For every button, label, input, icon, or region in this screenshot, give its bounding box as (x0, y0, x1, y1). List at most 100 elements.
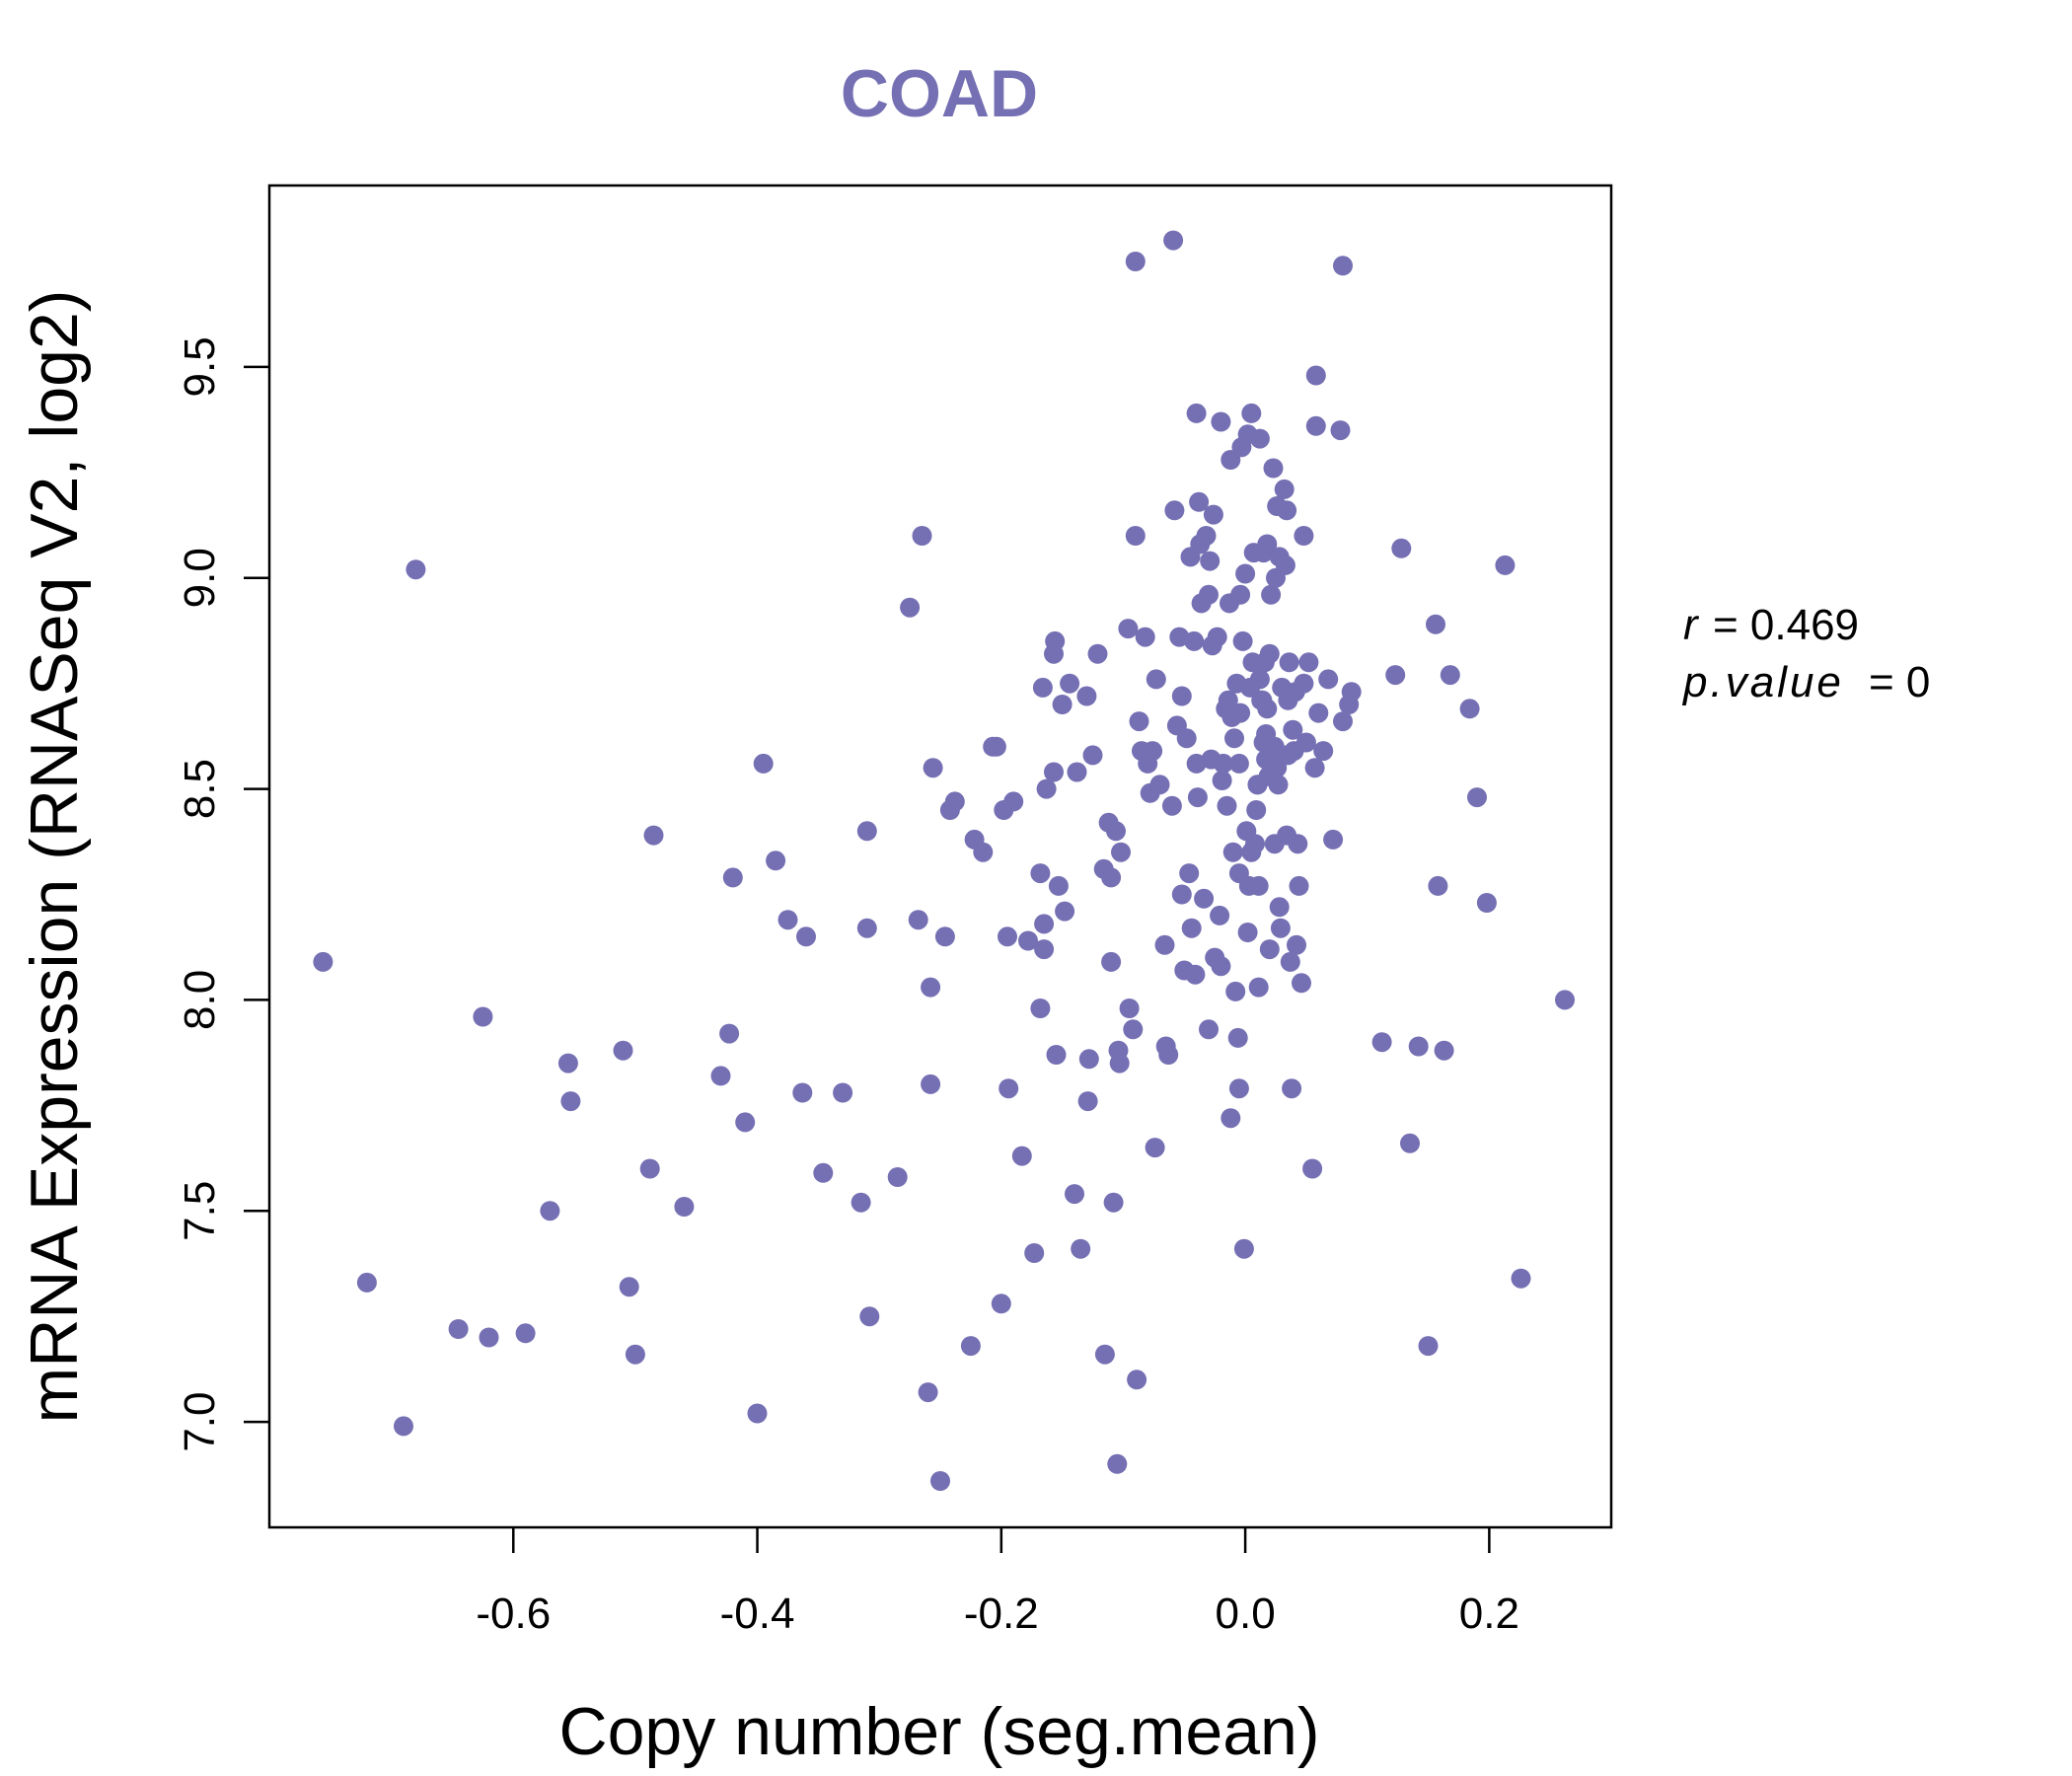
data-point (908, 910, 928, 930)
data-point (792, 1082, 813, 1103)
data-point (999, 1078, 1019, 1099)
data-point (1227, 1027, 1248, 1048)
data-point (1467, 787, 1487, 808)
data-point (1034, 914, 1055, 934)
data-point (1213, 753, 1233, 774)
data-point (766, 851, 786, 871)
data-point (1036, 778, 1057, 799)
p-label: p.value (1681, 658, 1844, 706)
data-point (921, 1073, 941, 1094)
data-points (313, 230, 1575, 1491)
data-point (1476, 893, 1497, 913)
data-point (918, 1382, 938, 1403)
data-point (973, 842, 994, 862)
data-point (777, 910, 798, 930)
data-point (1185, 964, 1206, 985)
y-tick-label: 8.0 (176, 970, 224, 1030)
data-point (1125, 526, 1146, 546)
data-point (1313, 741, 1334, 762)
data-point (1261, 584, 1282, 605)
data-point (934, 926, 955, 947)
data-point (448, 1319, 469, 1339)
data-point (473, 1006, 493, 1027)
data-point (1158, 1045, 1179, 1065)
data-point (1233, 1238, 1254, 1259)
data-point (1333, 256, 1353, 276)
data-point (1305, 415, 1326, 436)
data-point (1003, 791, 1024, 812)
y-tick-label: 9.0 (176, 548, 224, 608)
data-point (1199, 584, 1219, 605)
data-point (747, 1403, 768, 1424)
data-point (1400, 1133, 1420, 1153)
data-point (619, 1277, 639, 1297)
data-point (643, 825, 664, 846)
data-point (1109, 1053, 1130, 1073)
data-point (1055, 901, 1075, 922)
r-label: r (1683, 601, 1700, 649)
x-tick-label: -0.4 (720, 1590, 795, 1638)
data-point (1287, 934, 1306, 955)
data-point (998, 926, 1017, 947)
data-point (1044, 762, 1064, 782)
data-point (540, 1201, 560, 1221)
data-point (1222, 842, 1243, 862)
data-point (1269, 547, 1290, 567)
data-point (923, 758, 943, 778)
data-point (1111, 842, 1131, 862)
data-point (313, 951, 333, 972)
data-point (991, 1294, 1011, 1314)
data-point (1210, 905, 1230, 925)
data-point (1077, 1091, 1098, 1112)
data-point (1200, 551, 1221, 571)
data-point (1180, 547, 1201, 567)
data-point (1555, 990, 1575, 1010)
chart-title: COAD (841, 56, 1038, 131)
data-point (1304, 758, 1325, 778)
data-point (1230, 703, 1251, 723)
data-point (1298, 652, 1319, 673)
data-point (1034, 939, 1055, 960)
data-point (796, 926, 816, 947)
data-point (1294, 673, 1314, 694)
data-point (515, 1323, 536, 1344)
data-point (1279, 652, 1299, 673)
data-point (1428, 875, 1448, 896)
data-point (1145, 1138, 1165, 1158)
data-point (1161, 795, 1182, 816)
data-point (735, 1112, 756, 1133)
data-point (1194, 888, 1215, 909)
data-point (1149, 775, 1170, 795)
data-point (1125, 252, 1146, 271)
p-value: = 0 (1869, 658, 1930, 706)
data-point (1277, 500, 1297, 521)
data-point (394, 1416, 413, 1437)
data-point (710, 1066, 731, 1086)
data-point (1129, 711, 1149, 732)
data-point (674, 1197, 695, 1217)
data-point (1511, 1268, 1531, 1289)
data-point (1067, 762, 1087, 782)
data-point (1203, 504, 1223, 525)
data-point (1302, 1158, 1323, 1179)
data-point (1087, 643, 1108, 664)
data-point (1280, 951, 1300, 972)
data-point (1052, 695, 1073, 714)
data-point (639, 1158, 660, 1179)
data-point (1341, 682, 1362, 703)
data-point (1259, 643, 1280, 664)
data-point (1046, 1045, 1067, 1065)
plot-frame (267, 184, 1613, 1529)
data-point (1118, 619, 1139, 639)
data-point (1199, 1019, 1219, 1040)
data-point (1495, 555, 1516, 575)
data-point (1292, 973, 1311, 994)
data-point (1371, 1032, 1392, 1053)
data-point (1078, 1049, 1099, 1070)
data-point (1263, 458, 1284, 479)
data-point (1032, 677, 1053, 698)
data-point (1318, 669, 1339, 690)
data-point (1288, 834, 1308, 854)
data-point (1101, 867, 1122, 888)
